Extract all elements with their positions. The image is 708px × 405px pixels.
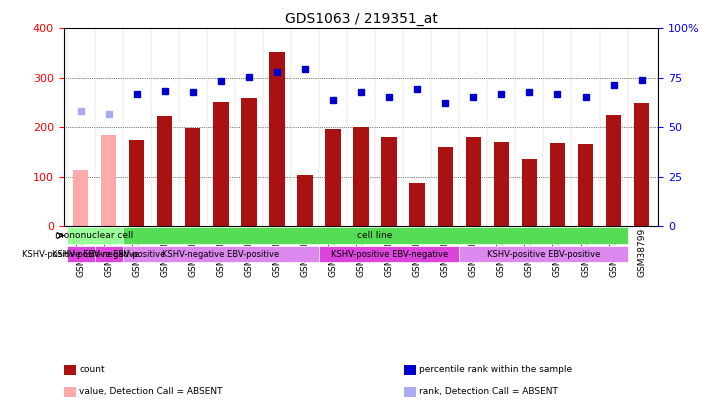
Bar bbox=[634, 103, 649, 226]
Text: cell line: cell line bbox=[358, 231, 393, 240]
Bar bbox=[319, 246, 459, 262]
Text: rank, Detection Call = ABSENT: rank, Detection Call = ABSENT bbox=[419, 387, 558, 396]
Bar bbox=[213, 102, 229, 226]
Bar bbox=[122, 227, 627, 244]
Bar bbox=[269, 52, 285, 226]
Text: KSHV-positive EBV-positive: KSHV-positive EBV-positive bbox=[52, 249, 165, 258]
Bar bbox=[382, 137, 397, 226]
Bar bbox=[578, 144, 593, 226]
Bar bbox=[157, 117, 173, 226]
Bar bbox=[297, 175, 313, 226]
Text: KSHV-positive EBV-positive: KSHV-positive EBV-positive bbox=[486, 249, 600, 258]
Text: percentile rank within the sample: percentile rank within the sample bbox=[419, 365, 572, 374]
Bar bbox=[606, 115, 622, 226]
Bar bbox=[73, 171, 88, 226]
Bar bbox=[493, 142, 509, 226]
Text: count: count bbox=[79, 365, 105, 374]
Bar bbox=[67, 246, 95, 262]
Text: KSHV-positive EBV-negative: KSHV-positive EBV-negative bbox=[331, 249, 447, 258]
Bar bbox=[466, 137, 481, 226]
Text: KSHV-positive EBV-negative: KSHV-positive EBV-negative bbox=[22, 249, 139, 258]
Bar bbox=[325, 129, 341, 226]
Bar bbox=[438, 147, 453, 226]
Bar bbox=[101, 135, 116, 226]
Bar bbox=[409, 183, 425, 226]
Bar bbox=[95, 246, 122, 262]
Bar bbox=[459, 246, 627, 262]
Bar bbox=[549, 143, 565, 226]
Bar bbox=[122, 246, 319, 262]
Bar bbox=[353, 127, 369, 226]
Bar bbox=[522, 159, 537, 226]
Text: value, Detection Call = ABSENT: value, Detection Call = ABSENT bbox=[79, 387, 223, 396]
Title: GDS1063 / 219351_at: GDS1063 / 219351_at bbox=[285, 12, 438, 26]
Bar bbox=[241, 98, 256, 226]
Bar bbox=[129, 140, 144, 226]
Bar bbox=[67, 227, 122, 244]
Text: mononuclear cell: mononuclear cell bbox=[55, 231, 134, 240]
Text: KSHV-negative EBV-positive: KSHV-negative EBV-positive bbox=[162, 249, 280, 258]
Bar bbox=[185, 128, 200, 226]
